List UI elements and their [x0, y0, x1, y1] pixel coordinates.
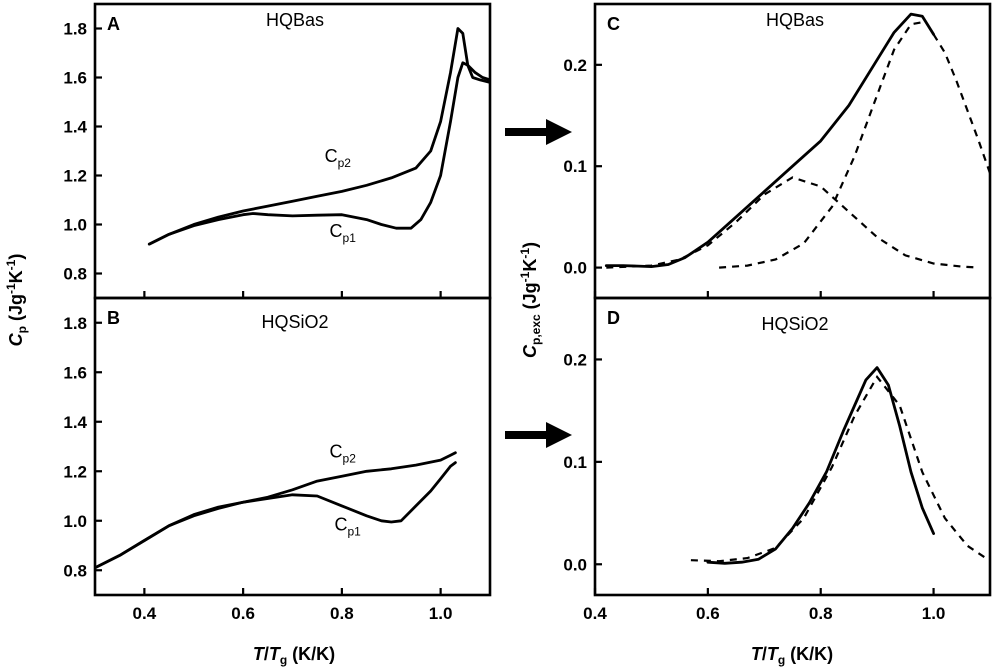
series-A-Cp1	[147, 61, 490, 246]
panel-A: 0.8 1.0 1.2 1.4 1.6 1.8 A HQBas Cp2 Cp1	[63, 2, 492, 300]
series-A-Cp2	[147, 27, 490, 246]
y-tick-label-A: 1.8	[63, 20, 87, 39]
y-tick-label-B: 1.0	[63, 512, 87, 531]
y-tick-label-B: 1.2	[63, 462, 87, 481]
series-D-gauss	[690, 374, 986, 563]
series-B-Cp1	[95, 461, 457, 570]
series-B-Cp2	[95, 451, 457, 570]
panel-title-C: HQBas	[766, 10, 824, 30]
y-tick-label-B: 1.6	[63, 363, 87, 382]
panel-letter-B: B	[107, 308, 120, 328]
y-tick-label-D: 0.0	[563, 555, 587, 574]
panel-letter-C: C	[607, 14, 620, 34]
annotation-B-p2: Cp2	[330, 442, 357, 466]
right-y-axis-title: Cp,exc (Jg-1K-1)	[518, 242, 543, 358]
y-tick-label-A: 1.6	[63, 69, 87, 88]
panel-title-D: HQSiO2	[761, 314, 828, 334]
x-tick-label-B: 0.8	[330, 604, 354, 623]
x-tick-label-B: 1.0	[429, 604, 453, 623]
x-tick-label-D: 0.6	[696, 604, 720, 623]
x-tick-label-B: 0.4	[133, 604, 157, 623]
y-tick-label-C: 0.0	[563, 259, 587, 278]
panel-B: 0.8 1.0 1.2 1.4 1.6 1.8 0.4 0.6 0.8 1.0 B HQSiO2 Cp2…	[63, 296, 492, 623]
annotation-A-p2: Cp2	[325, 146, 352, 170]
y-tick-label-C: 0.2	[563, 56, 587, 75]
panel-letter-A: A	[107, 14, 120, 34]
panel-title-B: HQSiO2	[261, 312, 328, 332]
y-tick-label-B: 1.8	[63, 314, 87, 333]
y-tick-label-D: 0.2	[563, 350, 587, 369]
y-tick-label-A: 1.0	[63, 216, 87, 235]
plot-frame-D	[593, 296, 992, 597]
y-tick-label-D: 0.1	[563, 453, 587, 472]
series-C-excess	[604, 12, 935, 268]
y-tick-label-B: 0.8	[63, 561, 87, 580]
annotation-A-p1: Cp1	[330, 221, 357, 245]
y-tick-label-B: 1.4	[63, 413, 87, 432]
left-x-axis-title: T/Tg (K/K)	[253, 644, 335, 667]
x-tick-label-D: 0.8	[809, 604, 833, 623]
x-tick-label-D: 1.0	[922, 604, 946, 623]
series-D-excess	[706, 366, 935, 565]
plot-frame-B	[93, 296, 492, 597]
y-tick-label-A: 1.2	[63, 167, 87, 186]
y-tick-label-A: 0.8	[63, 265, 87, 284]
arrow-bottom	[505, 422, 572, 448]
right-x-axis-title: T/Tg (K/K)	[751, 644, 833, 667]
arrow-top	[505, 119, 572, 145]
panel-letter-D: D	[607, 308, 620, 328]
panel-D: 0.0 0.1 0.2 0.4 0.6 0.8 1.0 D HQSiO2	[563, 296, 992, 623]
annotation-B-p1: Cp1	[334, 515, 361, 539]
series-C-gauss-high	[719, 21, 923, 269]
y-tick-label-C: 0.1	[563, 157, 587, 176]
x-tick-label-D: 0.4	[583, 604, 607, 623]
panel-title-A: HQBas	[266, 10, 324, 30]
series-C-fit-1	[932, 33, 990, 174]
y-tick-label-A: 1.4	[63, 118, 87, 137]
x-tick-label-B: 0.6	[231, 604, 255, 623]
plot-frame-C	[593, 2, 992, 300]
panel-C: 0.0 0.1 0.2 C HQBas	[563, 2, 992, 300]
series-C-gauss-low	[606, 176, 979, 269]
left-y-axis-title: Cp (Jg-1K-1)	[4, 254, 29, 347]
